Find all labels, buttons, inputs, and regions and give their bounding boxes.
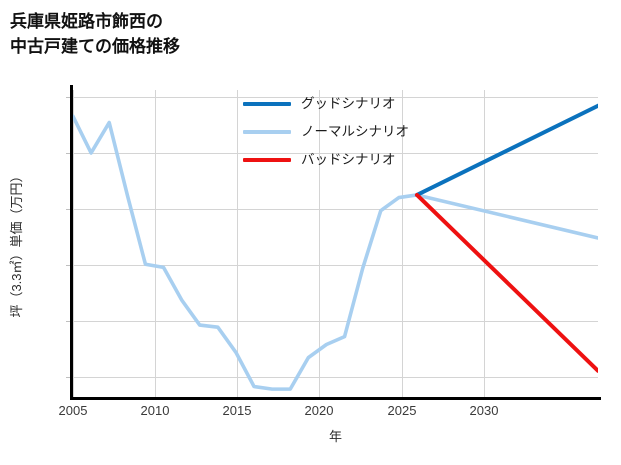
legend-label-normal: ノーマルシナリオ (301, 124, 409, 139)
gridline-x-2020 (319, 90, 320, 397)
legend-item-good: グッドシナリオ (243, 90, 473, 118)
legend-label-bad: バッドシナリオ (301, 152, 396, 167)
xtick-label-2025: 2025 (387, 403, 417, 418)
xtick-label-2005: 2005 (58, 403, 88, 418)
y-axis-title: 坪（3.3㎡）単価（万円） (9, 169, 24, 318)
ytick-mark-27 (66, 153, 73, 154)
series-lines (73, 103, 598, 391)
xtick-label-2020: 2020 (304, 403, 334, 418)
legend-swatch-normal (243, 130, 291, 134)
chart-title-line-2: 中古戸建ての価格推移 (10, 37, 180, 56)
line-good-scenario (414, 103, 598, 197)
gridline-x-2005 (73, 90, 74, 397)
xtick-label-2010: 2010 (140, 403, 170, 418)
chart-legend: グッドシナリオ ノーマルシナリオ バッドシナリオ (243, 90, 473, 174)
chart-title-line-1: 兵庫県姫路市飾西の (10, 12, 163, 31)
gridline-y-24 (73, 321, 598, 322)
x-axis-spine (70, 397, 601, 400)
ytick-mark-26 (66, 209, 73, 210)
line-normal-scenario (73, 114, 598, 391)
gridline-y-27 (73, 153, 598, 154)
legend-swatch-good (243, 102, 291, 106)
ytick-mark-25 (66, 265, 73, 266)
gridline-x-2015 (237, 90, 238, 397)
ytick-mark-23 (66, 377, 73, 378)
legend-label-good: グッドシナリオ (301, 96, 396, 111)
xtick-label-2015: 2015 (222, 403, 252, 418)
gridline-y-23 (73, 377, 598, 378)
gridline-x-2030 (484, 90, 485, 397)
gridline-y-25 (73, 265, 598, 266)
legend-item-bad: バッドシナリオ (243, 146, 473, 174)
plot-background (73, 90, 598, 397)
chart-title: 兵庫県姫路市飾西の 中古戸建ての価格推移 (10, 9, 430, 59)
ytick-mark-28 (66, 97, 73, 98)
x-axis-title: 年 (328, 429, 342, 444)
legend-swatch-bad (243, 158, 291, 162)
gridline-y-26 (73, 209, 598, 210)
gridline-x-2010 (155, 90, 156, 397)
line-bad-scenario (414, 192, 598, 373)
xtick-label-2030: 2030 (469, 403, 499, 418)
ytick-mark-24 (66, 321, 73, 322)
y-axis-spine (70, 85, 73, 400)
plot-area: グッドシナリオ ノーマルシナリオ バッドシナリオ 28 27 26 25 24 … (9, 85, 601, 444)
gridline-y-28 (73, 97, 598, 98)
legend-item-normal: ノーマルシナリオ (243, 118, 473, 146)
gridline-x-2025 (402, 90, 403, 397)
